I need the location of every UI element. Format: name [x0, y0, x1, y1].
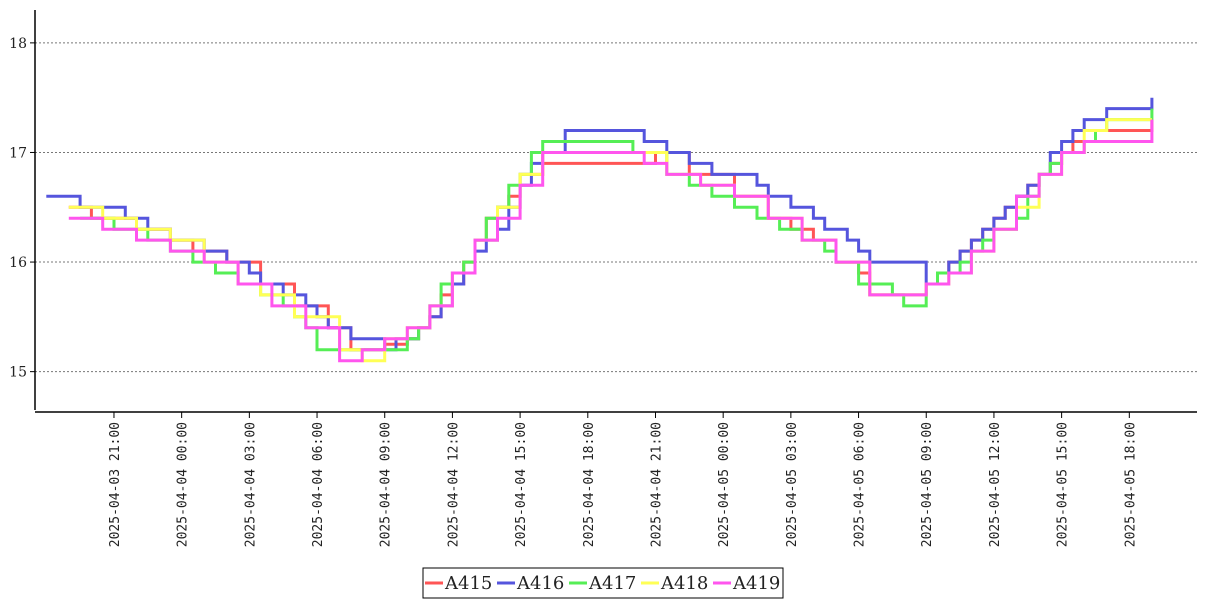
x-tick-label: 2025-04-04 09:00	[379, 422, 394, 547]
legend-label-a416: A416	[516, 573, 564, 594]
axes	[34, 10, 1197, 413]
x-tick-label: 2025-04-04 15:00	[514, 422, 529, 547]
x-tick-label: 2025-04-04 21:00	[649, 422, 664, 547]
x-tick-label: 2025-04-05 15:00	[1056, 422, 1071, 547]
series-line-a416	[46, 97, 1154, 352]
y-tick-labels: 15 16 17 18	[9, 36, 35, 381]
series-line-a415	[68, 119, 1154, 352]
y-tick-label: 18	[9, 36, 27, 52]
x-tick-labels: 2025-04-03 21:00 2025-04-04 00:00 2025-04-…	[108, 412, 1138, 547]
y-tick-label: 17	[9, 145, 27, 161]
series-lines	[46, 97, 1154, 363]
x-tick-label: 2025-04-04 06:00	[311, 422, 326, 547]
x-tick-label: 2025-04-05 12:00	[988, 422, 1003, 547]
x-tick-label: 2025-04-04 03:00	[243, 422, 258, 547]
legend-label-a417: A417	[588, 573, 636, 594]
legend-label-a419: A419	[732, 573, 780, 594]
x-tick-label: 2025-04-04 18:00	[582, 422, 597, 547]
y-tick-label: 15	[9, 365, 27, 381]
x-tick-label: 2025-04-05 03:00	[785, 422, 800, 547]
x-tick-label: 2025-04-03 21:00	[108, 422, 123, 547]
x-tick-label: 2025-04-04 00:00	[176, 422, 191, 547]
x-tick-label: 2025-04-04 12:00	[446, 422, 461, 547]
x-tick-label: 2025-04-05 09:00	[920, 422, 935, 547]
legend: A415 A416 A417 A418 A419	[422, 567, 784, 599]
legend-label-a418: A418	[660, 573, 708, 594]
y-tick-label: 16	[9, 255, 27, 271]
x-tick-label: 2025-04-05 18:00	[1123, 422, 1138, 547]
x-tick-label: 2025-04-05 06:00	[853, 422, 868, 547]
x-tick-label: 2025-04-05 00:00	[717, 422, 732, 547]
series-line-a419	[68, 119, 1154, 363]
legend-label-a415: A415	[444, 573, 492, 594]
